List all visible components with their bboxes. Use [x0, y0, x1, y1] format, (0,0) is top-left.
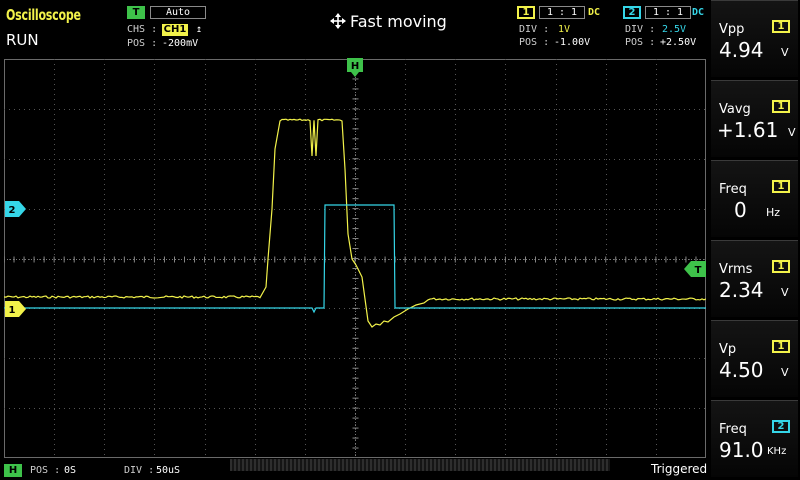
measurement-value: 4.94 [719, 38, 764, 62]
measurement-unit: KHz [767, 446, 787, 457]
measurement-channel-badge: 1 [772, 180, 790, 193]
measurement-value: 0 [734, 198, 747, 222]
channel2-marker-label: 2 [9, 205, 16, 216]
measurement-freq-ch1[interactable]: Freq 1 0 Hz [709, 160, 800, 238]
trigger-badge[interactable]: T [127, 6, 145, 19]
measurement-channel-badge: 1 [772, 100, 790, 113]
measurement-channel-badge: 1 [772, 20, 790, 33]
measurement-name: Vrms [719, 262, 753, 277]
measurement-freq-ch2[interactable]: Freq 2 91.0 KHz [709, 400, 800, 478]
horizontal-pos-value: 0S [64, 465, 77, 476]
horizontal-position-marker[interactable]: H [347, 58, 363, 78]
channel1-level-marker[interactable]: 1 [5, 301, 27, 317]
channel2-level-marker[interactable]: 2 [5, 201, 27, 217]
horizontal-badge[interactable]: H [4, 464, 22, 477]
measurement-vrms[interactable]: Vrms 1 2.34 V [709, 240, 800, 318]
channel1-trace [4, 118, 706, 328]
measurement-unit: Hz [766, 206, 781, 219]
horizontal-div-label: DIV : [124, 465, 155, 476]
waveforms [4, 118, 706, 328]
channel2-badge[interactable]: 2 [623, 6, 641, 19]
measurement-name: Vavg [719, 102, 751, 117]
measurement-value: 91.0 [719, 438, 764, 462]
measurement-value: +1.61 [717, 118, 779, 142]
trigger-source-value[interactable]: CH1 [162, 24, 188, 36]
measurement-vavg[interactable]: Vavg 1 +1.61 V [709, 80, 800, 158]
measurement-unit: V [781, 286, 789, 299]
channel1-coupling[interactable]: DC [588, 7, 601, 18]
channel2-pos-value: +2.50V [660, 37, 697, 48]
measurement-name: Vpp [719, 22, 745, 37]
measurement-value: 4.50 [719, 358, 764, 382]
horizontal-div-value: 50uS [156, 465, 181, 476]
channel2-div-label: DIV : [625, 24, 656, 35]
horizontal-marker-label: H [351, 61, 359, 72]
measurement-channel-badge: 1 [772, 340, 790, 353]
channel1-pos-label: POS : [519, 37, 550, 48]
channel2-trace [4, 204, 706, 314]
channel2-probe[interactable]: 1 : 1 [645, 6, 691, 19]
trigger-source-label: CHS : [127, 24, 158, 35]
trigger-marker-label: T [695, 265, 702, 276]
channel2-pos-label: POS : [625, 37, 656, 48]
trigger-pos-value: -200mV [162, 38, 199, 49]
measurement-channel-badge: 1 [772, 260, 790, 273]
scroll-indicator[interactable] [230, 459, 610, 471]
measurement-name: Freq [719, 182, 747, 197]
channel1-pos-value: -1.00V [554, 37, 591, 48]
channel2-div-value: 2.5V [662, 24, 687, 35]
measurement-panel: Vpp 1 4.94 V Vavg 1 +1.61 V Freq 1 0 Hz … [709, 0, 800, 480]
measurement-unit: V [788, 126, 796, 139]
run-state-button[interactable]: RUN [6, 31, 39, 49]
move-icon [330, 13, 346, 29]
trigger-pos-label: POS : [127, 38, 158, 49]
measurement-unit: V [781, 46, 789, 59]
app-title: Oscilloscope [6, 6, 81, 24]
trigger-status: Triggered [651, 462, 708, 476]
channel1-div-value: 1V [558, 24, 571, 35]
graticule [4, 59, 706, 458]
trigger-level-marker[interactable]: T [684, 261, 706, 277]
measurement-name: Freq [719, 422, 747, 437]
channel1-div-label: DIV : [519, 24, 550, 35]
trigger-edge-icon[interactable]: ↥ [196, 24, 203, 35]
waveform-display[interactable] [4, 59, 706, 458]
channel1-badge[interactable]: 1 [517, 6, 535, 19]
measurement-vpp[interactable]: Vpp 1 4.94 V [709, 0, 800, 78]
measurement-name: Vp [719, 342, 737, 357]
channel2-coupling[interactable]: DC [692, 7, 705, 18]
measurement-channel-badge: 2 [772, 420, 790, 433]
mode-text: Fast moving [350, 12, 447, 31]
horizontal-pos-label: POS : [30, 465, 61, 476]
mode-label: Fast moving [330, 12, 447, 31]
channel1-probe[interactable]: 1 : 1 [539, 6, 585, 19]
measurement-unit: V [781, 366, 789, 379]
measurement-vp[interactable]: Vp 1 4.50 V [709, 320, 800, 398]
trigger-mode[interactable]: Auto [150, 6, 206, 19]
channel1-marker-label: 1 [9, 305, 16, 316]
measurement-value: 2.34 [719, 278, 764, 302]
